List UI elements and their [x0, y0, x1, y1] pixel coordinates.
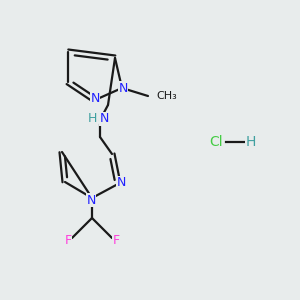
Text: N: N [99, 112, 109, 125]
Text: Cl: Cl [209, 135, 223, 149]
Text: N: N [118, 82, 128, 94]
Text: H: H [87, 112, 97, 125]
Text: N: N [90, 92, 100, 106]
Text: F: F [112, 233, 120, 247]
Text: N: N [116, 176, 126, 190]
Text: H: H [246, 135, 256, 149]
Text: CH₃: CH₃ [156, 91, 177, 101]
Text: F: F [64, 233, 72, 247]
Text: N: N [86, 194, 96, 206]
